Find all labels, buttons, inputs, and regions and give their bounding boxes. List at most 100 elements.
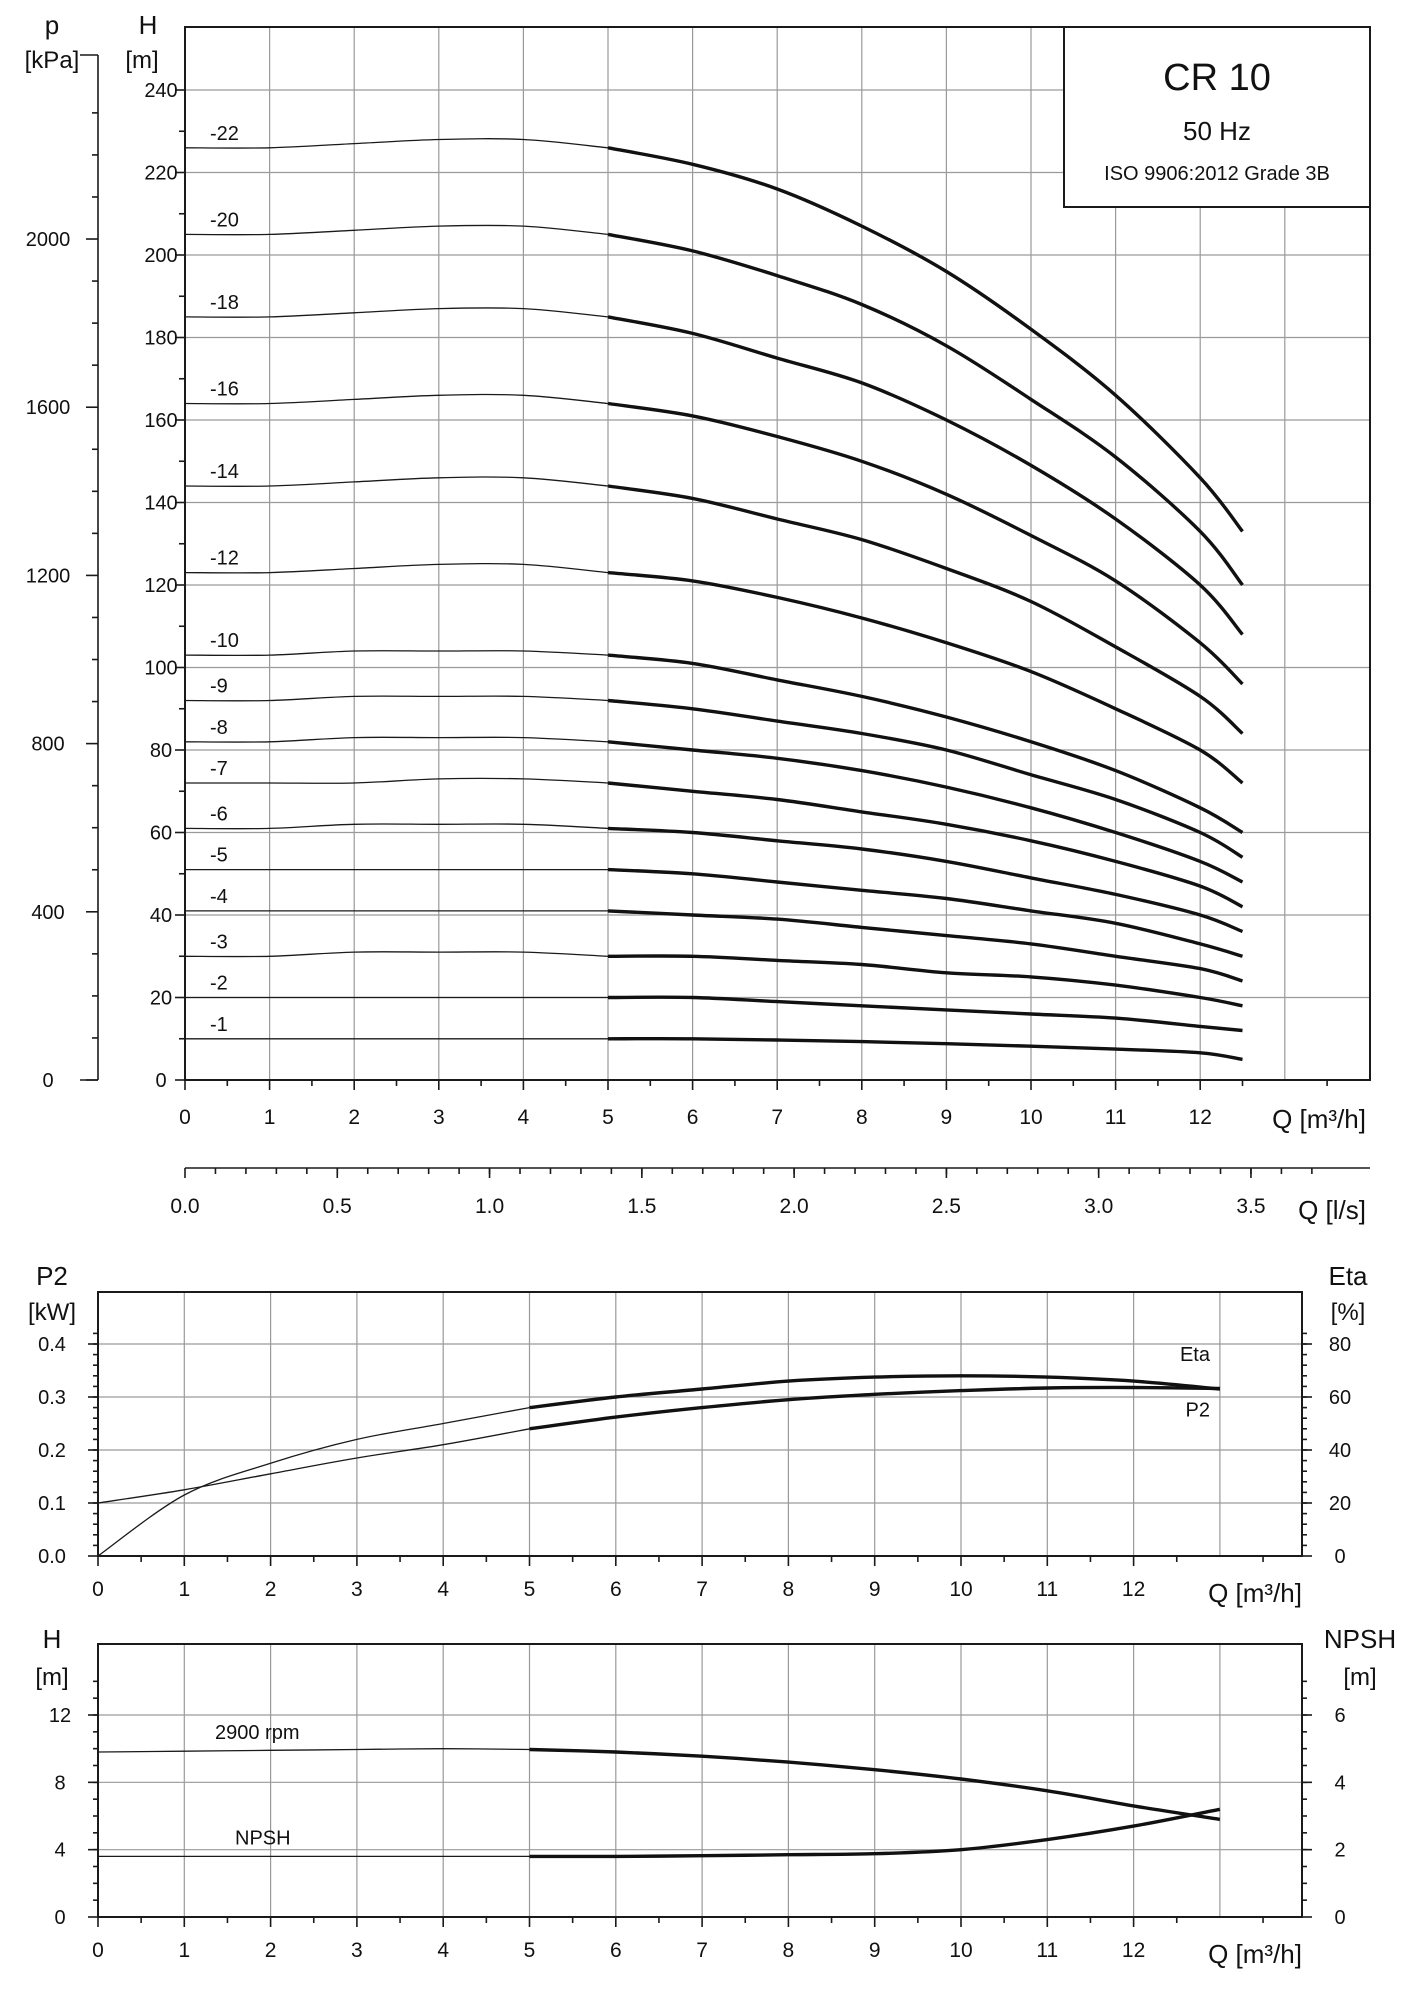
stage-label: -18 [210,292,239,314]
stage-label: -8 [210,717,228,739]
pressure-axis-tick-label: 1200 [26,565,71,587]
head-curve-stage-18-low-flow-segment [184,307,609,318]
q-axis-tick-label: 8 [856,1106,868,1129]
h-axis-tick-label: 0 [155,1070,166,1092]
q-axis-tick-label: 0 [92,1578,104,1601]
stage-label: -7 [210,758,228,780]
q-axis-tick-label: 9 [869,1939,881,1962]
head-curve-stage-14-operating-segment [607,484,1244,735]
head-curve-stage-7-operating-segment [607,781,1244,909]
head-curve-stage-12-low-flow-segment [184,562,609,574]
stage-label: -9 [210,676,228,698]
head-curve-stage-22-operating-segment [607,146,1244,533]
h-axis-tick-label: 240 [144,80,177,102]
q-axis-tick-label: 4 [437,1939,449,1962]
head-curve-stage-5-operating-segment [607,867,1243,958]
q-axis-unit: Q [m³/h] [1208,1939,1302,1969]
h-axis-tick-label: 4 [54,1840,65,1862]
q-axis-tick-label: 5 [602,1106,614,1129]
h-axis-tick-label: 180 [144,328,177,350]
stage-label: -20 [210,209,239,231]
q-axis-unit: Q [m³/h] [1272,1104,1366,1134]
pressure-axis-unit: [kPa] [25,47,80,74]
frequency-label: 50 Hz [1183,116,1251,146]
q-axis-tick-label: 7 [771,1106,783,1129]
head-curve-stage-4-operating-segment [607,909,1244,983]
q-axis-tick-label: 3 [433,1106,445,1129]
flow-lps-axis: 0.0 0.5 1.0 1.5 2.0 2.5 3.0 3.5 Q [l/s] [170,1167,1370,1225]
q-axis-tick-label: 6 [610,1578,622,1601]
q-axis-tick-label: 4 [518,1106,530,1129]
q-axis-tick-label: 1 [178,1578,190,1601]
q-axis-tick-label: 12 [1189,1106,1212,1129]
standard-label: ISO 9906:2012 Grade 3B [1104,163,1330,185]
head-curve-stage-8-operating-segment [607,740,1244,884]
head-curve-stage-16-low-flow-segment [184,393,609,405]
eta-axis-tick-label: 0 [1334,1546,1345,1568]
head-curve-stage-20-operating-segment [607,232,1244,587]
head-curve-stage-20-low-flow-segment [184,224,609,236]
h-axis-tick-label: 200 [144,245,177,267]
head-curve-stage-10-low-flow-segment [184,650,609,657]
q-axis-tick-label: 4 [437,1578,449,1601]
stage-label: -10 [210,630,239,652]
lps-axis-tick-label: 2.5 [932,1195,961,1218]
eta-axis-tick-label: 20 [1329,1493,1351,1515]
h-axis-tick-label: 40 [150,905,172,927]
h-axis-tick-label: 8 [54,1772,65,1794]
h-axis-unit: [m] [35,1664,68,1691]
head-curve-stage-10-operating-segment [607,653,1244,834]
q-axis-tick-label: 11 [1036,1939,1058,1962]
h-axis-tick-label: 100 [144,658,177,680]
stage-label: -3 [210,931,228,953]
q-axis-tick-label: 10 [949,1939,972,1962]
eta-axis-label: Eta [1328,1261,1368,1291]
npsh-axis-unit: [m] [1343,1664,1376,1691]
p2-axis-unit: [kW] [28,1299,76,1326]
eta-axis-tick-label: 80 [1329,1334,1351,1356]
pressure-axis-tick-label: 2000 [26,229,71,251]
head-curve-stage-2-operating-segment [607,995,1243,1033]
stage-label: -12 [210,548,239,570]
npsh-axis-tick-label: 4 [1334,1772,1345,1794]
h-axis-unit: [m] [125,47,158,74]
head-curve-stage-12-operating-segment [607,570,1244,785]
pressure-axis-tick-label: 1600 [26,397,71,419]
q-axis-tick-label: 1 [178,1939,190,1962]
q-axis-tick-label: 3 [351,1578,363,1601]
p2-axis-tick-label: 0.1 [38,1493,66,1515]
lps-axis-tick-label: 0.5 [323,1195,352,1218]
p2-axis-tick-label: 0.2 [38,1440,66,1462]
stage-label: -5 [210,845,228,867]
q-axis-tick-label: 6 [687,1106,699,1129]
p2-axis-tick-label: 0.3 [38,1387,66,1409]
head-curve-low-flow-segment [97,1748,530,1753]
lps-axis-tick-label: 0.0 [170,1195,199,1218]
p2-curve-low-flow-segment [97,1428,530,1504]
lps-axis-unit: Q [l/s] [1298,1195,1366,1225]
q-axis-tick-label: 0 [92,1939,104,1962]
q-axis-tick-label: 6 [610,1939,622,1962]
eta-curve-low-flow-segment [97,1406,530,1557]
h-axis-tick-label: 160 [144,410,177,432]
npsh-axis-tick-label: 2 [1334,1840,1345,1862]
q-axis-tick-label: 8 [783,1578,795,1601]
eta-curve-operating-segment [529,1374,1221,1410]
q-axis-tick-label: 3 [351,1939,363,1962]
pressure-axis-label: p [45,10,59,40]
q-axis-unit: Q [m³/h] [1208,1578,1302,1608]
head-curve-stage-8-low-flow-segment [184,736,609,743]
lps-axis-tick-label: 3.0 [1084,1195,1113,1218]
p2-curve-operating-segment [529,1385,1220,1431]
q-axis-tick-label: 9 [941,1106,953,1129]
head-curve-stage-16-operating-segment [607,401,1244,686]
h-axis-tick-label: 140 [144,493,177,515]
eta-axis-tick-label: 60 [1329,1387,1351,1409]
head-curve-stage-9-operating-segment [607,698,1244,859]
head-curve-chart: 020406080100120140160180200220240H[m]040… [25,10,1371,1134]
head-curve-stage-1-operating-segment [607,1036,1243,1062]
q-axis-tick-label: 7 [696,1578,708,1601]
lps-axis-tick-label: 3.5 [1236,1195,1265,1218]
p2-axis-label: P2 [36,1261,68,1291]
